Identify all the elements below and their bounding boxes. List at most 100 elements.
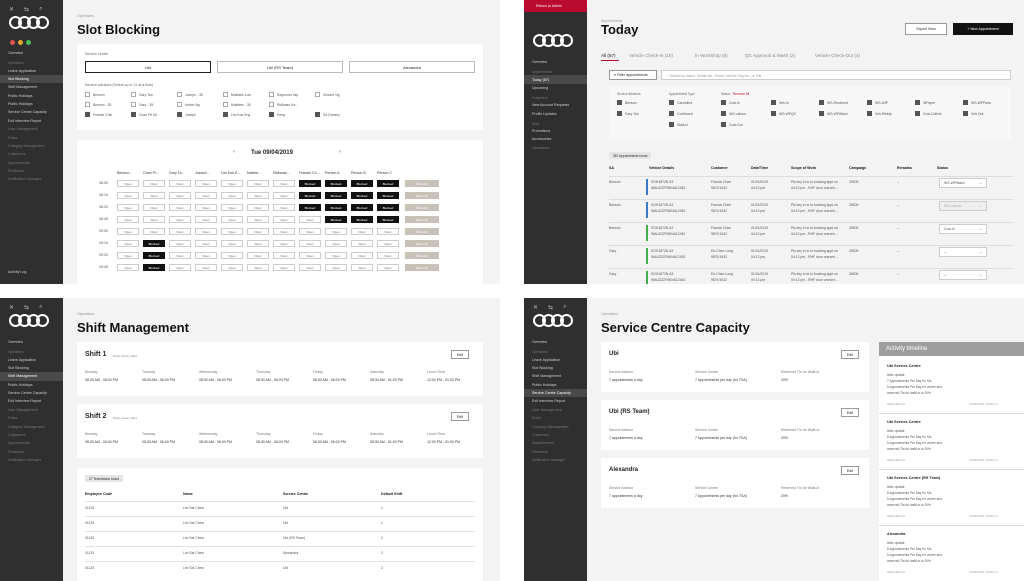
slot-cell[interactable]: Open — [221, 264, 243, 271]
sidebar-item[interactable]: Feedback — [8, 169, 24, 174]
filter-appointments-button[interactable]: ≡ Filter appointments — [609, 70, 657, 80]
slot-cell[interactable]: Open — [299, 228, 321, 235]
slot-cell[interactable]: Blocked — [351, 216, 373, 223]
sidebar-item[interactable]: Overview — [8, 51, 23, 56]
status-tab[interactable]: Vehicle Check-In (15) — [629, 53, 673, 58]
sidebar-item[interactable]: Operations — [532, 145, 550, 150]
filter-checkbox[interactable]: Veh-Ready — [867, 111, 892, 116]
centre-tab-ubi-rs[interactable]: Ubi (RS Team) — [217, 61, 343, 73]
return-to-admin-button[interactable]: Return to Admin — [524, 0, 587, 12]
checkbox-box[interactable] — [223, 112, 228, 117]
advisor-checkbox[interactable]: Peng — [269, 112, 285, 117]
checkbox-box[interactable] — [131, 112, 136, 117]
sidebar-item[interactable]: New Account Requests — [532, 103, 570, 108]
slot-cell[interactable]: Open — [325, 240, 347, 247]
advisor-checkbox[interactable]: Vincent Ng — [315, 92, 340, 97]
sidebar-item[interactable]: Shift Management — [8, 85, 38, 90]
slot-cell[interactable]: Open — [273, 204, 295, 211]
filter-checkbox[interactable]: Gary Tan — [617, 111, 639, 116]
advisor-checkbox[interactable]: Gary Tan — [131, 92, 153, 97]
sidebar-item[interactable]: Public Holidays — [532, 382, 557, 387]
checkbox-box[interactable] — [177, 102, 182, 107]
slot-cell[interactable]: Open — [377, 240, 399, 247]
checkbox-box[interactable] — [85, 102, 90, 107]
filter-checkbox[interactable]: Veh-Out — [963, 111, 983, 116]
filter-checkbox[interactable]: Walk-in — [669, 122, 688, 127]
search-icon[interactable]: ⌕ — [39, 304, 43, 310]
slot-cell[interactable]: Open — [195, 228, 217, 235]
slot-cell[interactable]: Open — [221, 240, 243, 247]
close-icon[interactable]: ✕ — [533, 305, 539, 311]
sidebar-item[interactable]: Service Centre Capacity — [8, 110, 47, 115]
sidebar-item[interactable]: Overview — [532, 60, 547, 65]
slot-cell[interactable]: Open — [143, 216, 165, 223]
slot-cell[interactable]: Open — [377, 252, 399, 259]
advisor-checkbox[interactable]: Kelvin Ng — [177, 102, 200, 107]
sidebar-item[interactable]: Promotions — [532, 129, 551, 134]
checkbox-box[interactable] — [669, 122, 674, 127]
slot-cell[interactable]: Open — [221, 204, 243, 211]
advisor-checkbox[interactable]: Joseph — [177, 112, 196, 117]
slot-cell[interactable]: Open — [299, 240, 321, 247]
slot-cell[interactable]: Open — [117, 240, 139, 247]
slot-cell[interactable]: Blocked — [143, 264, 165, 271]
sidebar-item[interactable]: Shift Management — [0, 372, 63, 381]
slot-cell[interactable]: Blocked — [325, 192, 347, 199]
sidebar-item[interactable]: Overview — [8, 340, 23, 345]
edit-capacity-button[interactable]: Edit — [841, 350, 859, 359]
checkbox-box[interactable] — [617, 100, 622, 105]
advisor-checkbox[interactable]: Benson - 35 — [85, 102, 111, 107]
slot-cell[interactable]: Open — [117, 264, 139, 271]
block-all-button[interactable]: Block All — [405, 216, 439, 223]
advisor-checkbox[interactable]: Matthew Low — [223, 92, 251, 97]
slot-cell[interactable]: Open — [247, 192, 269, 199]
checkbox-box[interactable] — [315, 112, 320, 117]
block-all-button[interactable]: Block All — [405, 192, 439, 199]
checkbox-box[interactable] — [177, 112, 182, 117]
slot-cell[interactable]: Blocked — [299, 192, 321, 199]
block-all-button[interactable]: Block All — [405, 228, 439, 235]
advisor-checkbox[interactable]: Lim Kok Eng — [223, 112, 250, 117]
sidebar-item[interactable]: Roles — [532, 416, 542, 421]
slot-cell[interactable]: Open — [221, 180, 243, 187]
filter-checkbox[interactable]: Veh-In — [771, 100, 789, 105]
slot-cell[interactable]: Blocked — [299, 204, 321, 211]
slot-cell[interactable]: Open — [195, 180, 217, 187]
slot-cell[interactable]: Open — [377, 228, 399, 235]
advisor-checkbox[interactable]: Ridhwan Ka... — [269, 102, 298, 107]
sidebar-item[interactable]: Exit Interview Report — [8, 118, 42, 123]
checkbox-box[interactable] — [721, 111, 726, 116]
edit-shift-button[interactable]: Edit — [451, 412, 469, 421]
slot-cell[interactable]: Open — [273, 192, 295, 199]
slot-cell[interactable]: Open — [247, 240, 269, 247]
slot-cell[interactable]: Open — [273, 180, 295, 187]
slot-cell[interactable]: Open — [169, 264, 191, 271]
slot-cell[interactable]: Open — [247, 264, 269, 271]
slot-cell[interactable]: Open — [117, 216, 139, 223]
sidebar-item[interactable]: Service Centre Capacity — [8, 391, 47, 396]
sidebar-item[interactable]: Slot Blocking — [8, 365, 29, 370]
sidebar-item[interactable]: Notification Manager — [532, 458, 565, 463]
status-select[interactable]: Cust-In ⌄ — [939, 224, 987, 234]
slot-cell[interactable]: Open — [195, 264, 217, 271]
checkbox-box[interactable] — [617, 111, 622, 116]
prev-day-button[interactable]: ‹ — [233, 149, 235, 155]
slot-cell[interactable]: Blocked — [325, 180, 347, 187]
slot-cell[interactable]: Open — [169, 180, 191, 187]
slot-cell[interactable]: Open — [117, 180, 139, 187]
slot-cell[interactable]: Open — [377, 264, 399, 271]
sidebar-item[interactable]: Notification Manager — [8, 458, 41, 463]
search-icon[interactable]: ⌕ — [563, 304, 567, 310]
checkbox-box[interactable] — [131, 102, 136, 107]
slot-cell[interactable]: Blocked — [351, 192, 373, 199]
advisor-checkbox[interactable]: Raymond Yap — [269, 92, 298, 97]
status-select[interactable]: – ⌄ — [939, 270, 987, 280]
slot-cell[interactable]: Open — [299, 264, 321, 271]
filter-checkbox[interactable]: WS-Received — [819, 100, 848, 105]
block-all-button[interactable]: Block All — [405, 204, 439, 211]
slot-cell[interactable]: Open — [117, 192, 139, 199]
checkbox-box[interactable] — [819, 100, 824, 105]
sidebar-item[interactable]: Public Holidays — [8, 382, 33, 387]
sidebar-item[interactable]: Accessories — [532, 137, 552, 142]
sidebar-item[interactable]: Leave Application — [8, 68, 37, 73]
